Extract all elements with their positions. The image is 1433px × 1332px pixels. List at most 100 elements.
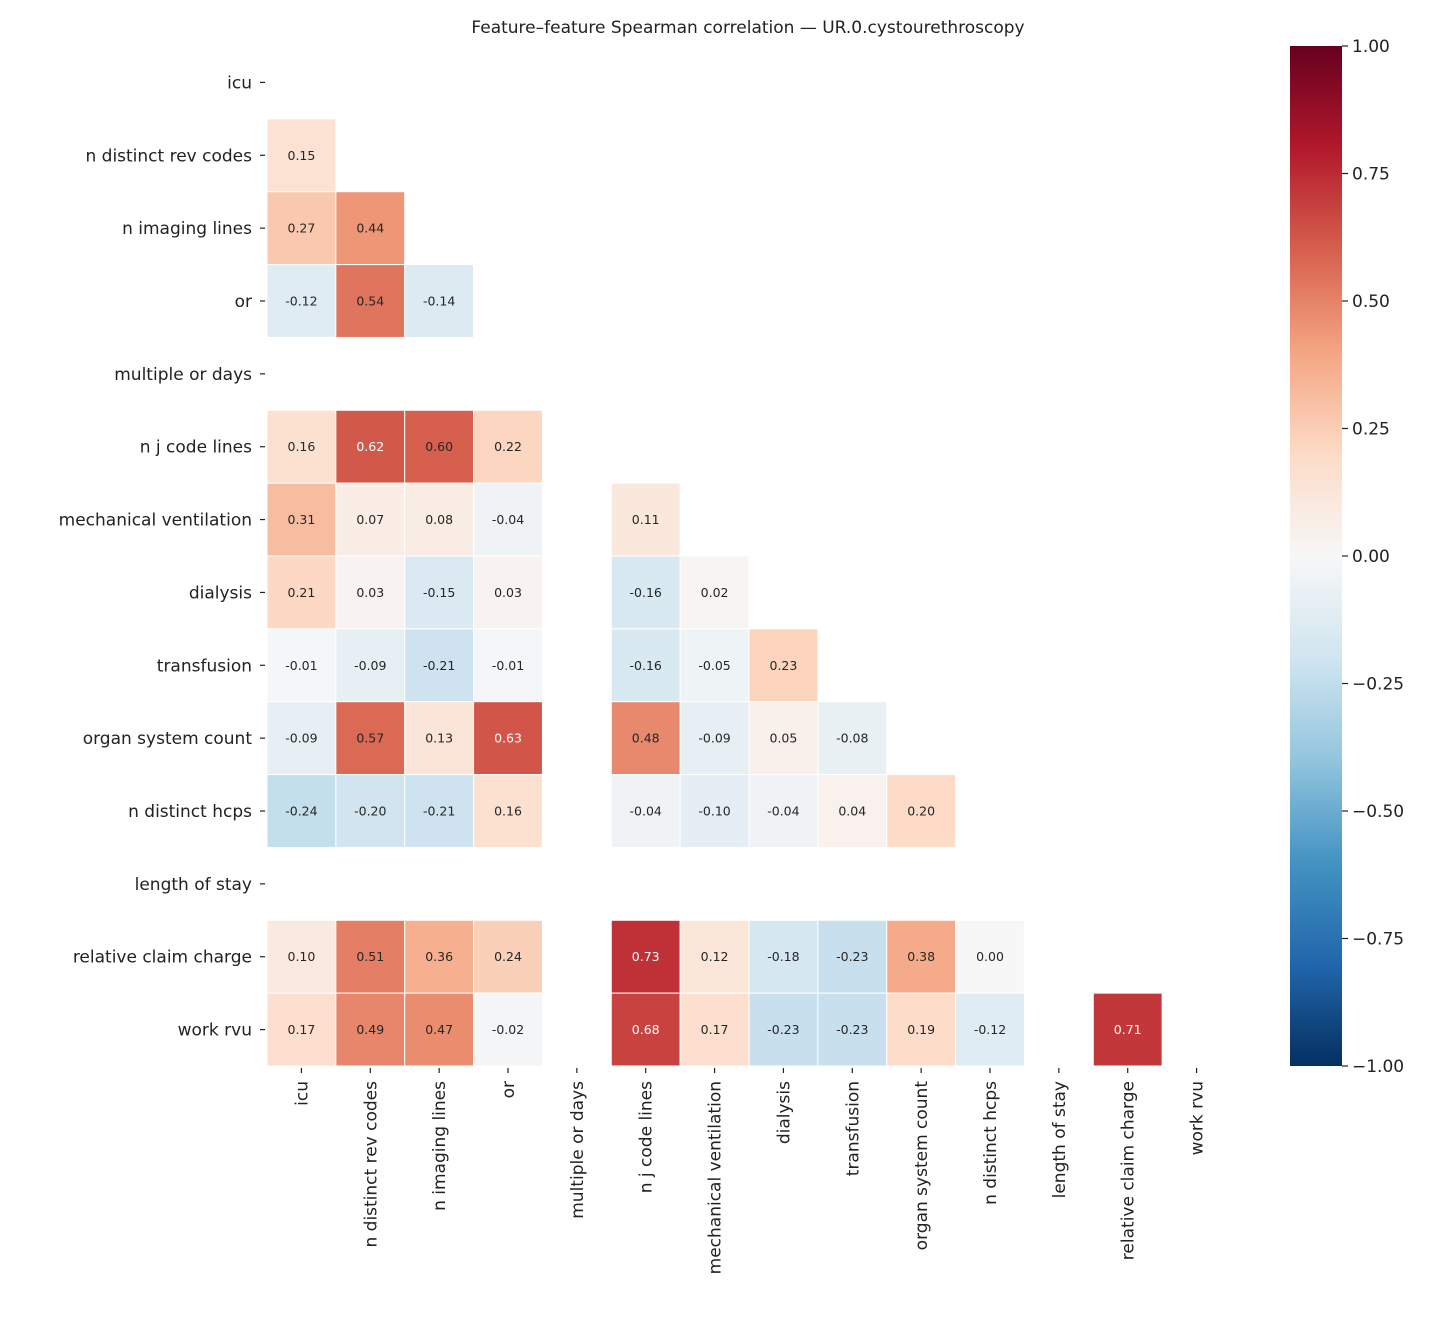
heatmap-cell — [610, 555, 681, 630]
cell-annotation: -0.18 — [767, 949, 799, 964]
cell-annotation: 0.04 — [838, 804, 866, 819]
x-tick-label: multiple or days — [568, 1081, 588, 1219]
y-tick-label: or — [235, 292, 252, 312]
cell-annotation: -0.16 — [630, 658, 662, 673]
cell-annotation: 0.51 — [356, 949, 384, 964]
heatmap-cell — [473, 482, 543, 557]
heatmap-cell — [266, 264, 337, 338]
colorbar-gradient — [1290, 46, 1342, 1066]
heatmap-cell — [886, 992, 957, 1067]
x-tick-label: or — [499, 1081, 519, 1098]
heatmap-cell — [679, 628, 750, 703]
x-tick-label: n j code lines — [637, 1081, 657, 1193]
heatmap-cell — [610, 992, 681, 1067]
x-tick-label: n distinct rev codes — [361, 1081, 381, 1248]
heatmap-cell — [679, 992, 750, 1067]
cell-annotation: 0.03 — [494, 585, 522, 600]
heatmap-cell — [335, 919, 406, 994]
heatmap-cell — [679, 919, 750, 994]
cell-annotation: 0.16 — [494, 804, 522, 819]
cell-annotation: 0.44 — [356, 221, 384, 236]
cell-annotation: 0.57 — [356, 731, 384, 746]
cell-annotation: -0.09 — [285, 731, 317, 746]
cell-annotation: -0.23 — [836, 1022, 868, 1037]
colorbar-tick-label: 1.00 — [1352, 37, 1390, 57]
cell-annotation: -0.08 — [836, 731, 868, 746]
cell-annotation: 0.11 — [632, 512, 660, 527]
colorbar-tick-label: 0.00 — [1352, 547, 1390, 567]
heatmap-cell — [404, 774, 475, 848]
y-tick-label: mechanical ventilation — [59, 511, 252, 531]
heatmap-cell — [473, 919, 543, 994]
cell-annotation: 0.24 — [494, 949, 522, 964]
heatmap-cell — [886, 919, 957, 994]
heatmap-cell — [335, 409, 406, 484]
heatmap-cell — [335, 628, 406, 703]
heatmap-cell — [955, 992, 1025, 1067]
cell-annotation: 0.71 — [1114, 1022, 1142, 1037]
cell-annotation: 0.00 — [976, 949, 1004, 964]
cell-annotation: 0.23 — [770, 658, 798, 673]
heatmap-cell — [610, 482, 681, 557]
heatmap-cell — [335, 264, 406, 338]
heatmap-cell — [335, 555, 406, 630]
cell-annotation: -0.23 — [767, 1022, 799, 1037]
cell-annotation: -0.20 — [354, 804, 386, 819]
heatmap-cell — [955, 919, 1025, 994]
chart-title: Feature–feature Spearman correlation — U… — [471, 18, 1024, 38]
y-tick-label: dialysis — [189, 583, 252, 603]
cell-annotation: -0.04 — [630, 804, 662, 819]
heatmap-cell — [473, 409, 543, 484]
cell-annotation: -0.04 — [492, 512, 524, 527]
x-tick-label: n distinct hcps — [981, 1081, 1001, 1205]
cell-annotation: -0.23 — [836, 949, 868, 964]
heatmap-cell — [335, 191, 406, 266]
y-axis-labels: icu n distinct rev codes n imaging lines or… — [59, 73, 265, 1041]
cell-annotation: -0.09 — [354, 658, 386, 673]
cell-annotation: -0.24 — [285, 804, 317, 819]
cell-annotation: 0.16 — [288, 439, 316, 454]
heatmap-cell — [748, 701, 819, 776]
cell-annotation: 0.05 — [770, 731, 798, 746]
cell-annotation: 0.48 — [632, 731, 660, 746]
cell-annotation: -0.02 — [492, 1022, 524, 1037]
cell-annotation: 0.47 — [425, 1022, 453, 1037]
heatmap-cell — [817, 919, 888, 994]
heatmap-cell — [404, 701, 475, 776]
cell-annotation: 0.63 — [494, 731, 522, 746]
cell-annotation: -0.12 — [285, 294, 317, 309]
heatmap-cell — [335, 774, 406, 848]
cell-annotation: 0.68 — [632, 1022, 660, 1037]
heatmap-cell — [610, 774, 681, 848]
y-tick-label: transfusion — [157, 656, 252, 676]
heatmap-cell — [404, 555, 475, 630]
cell-annotation: 0.27 — [288, 221, 316, 236]
cell-annotation: -0.05 — [698, 658, 730, 673]
heatmap-cell — [266, 555, 337, 630]
heatmap-cell — [335, 482, 406, 557]
cell-annotation: 0.19 — [907, 1022, 935, 1037]
y-tick-label: n imaging lines — [122, 219, 252, 239]
cell-annotation: -0.21 — [423, 658, 455, 673]
cell-annotation: -0.01 — [492, 658, 524, 673]
cell-annotation: 0.15 — [288, 148, 316, 163]
heatmap-cell — [473, 992, 543, 1067]
y-tick-label: n j code lines — [140, 438, 252, 458]
x-tick-label: n imaging lines — [430, 1081, 450, 1211]
x-tick-label: length of stay — [1050, 1081, 1070, 1198]
heatmap-cell — [266, 118, 337, 193]
heatmap-cell — [679, 555, 750, 630]
cell-annotation: 0.03 — [356, 585, 384, 600]
x-tick-label: relative claim charge — [1119, 1081, 1139, 1260]
cell-annotation: 0.49 — [356, 1022, 384, 1037]
cell-annotation: 0.22 — [494, 439, 522, 454]
heatmap-cell — [610, 919, 681, 994]
x-tick-label: mechanical ventilation — [706, 1081, 726, 1274]
cell-annotation: 0.54 — [356, 294, 384, 309]
heatmap-cell — [266, 701, 337, 776]
heatmap-cell — [679, 774, 750, 848]
heatmap-cell — [335, 992, 406, 1067]
cell-annotation: 0.10 — [288, 949, 316, 964]
heatmap-cell — [473, 628, 543, 703]
y-tick-label: n distinct hcps — [128, 802, 252, 822]
